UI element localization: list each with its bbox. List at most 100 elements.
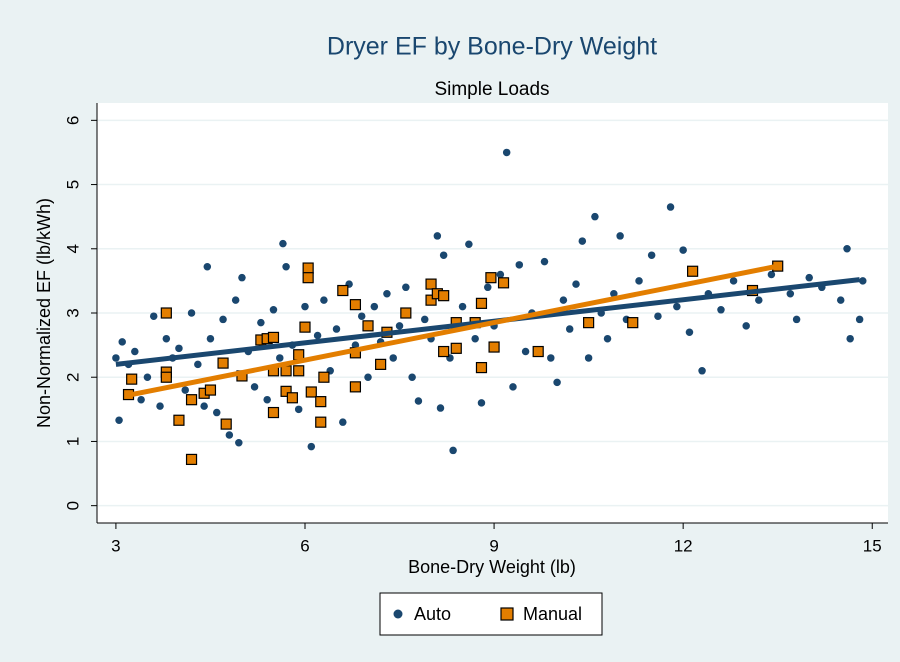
point [433, 232, 442, 240]
point [250, 383, 259, 391]
point [302, 262, 314, 274]
point [156, 402, 164, 410]
x-tick-label: 3 [111, 536, 120, 555]
point [203, 263, 212, 271]
point [565, 325, 574, 333]
point [572, 280, 580, 288]
point [286, 392, 298, 404]
fit-line [128, 263, 779, 398]
y-tick-label: 3 [63, 308, 82, 317]
point [351, 341, 360, 349]
point [578, 237, 587, 245]
point [616, 232, 624, 240]
point [305, 386, 317, 398]
point [315, 396, 327, 408]
point [301, 302, 309, 311]
point [320, 296, 328, 304]
legend-label: Manual [523, 604, 582, 624]
point [475, 297, 488, 309]
x-tick-label: 12 [674, 536, 693, 555]
point [370, 302, 379, 311]
point [846, 334, 854, 343]
point [439, 251, 448, 259]
point [383, 289, 391, 298]
point [238, 273, 246, 282]
point [160, 307, 172, 319]
point [402, 283, 410, 292]
point [465, 240, 473, 249]
legend-marker [393, 609, 403, 619]
point [515, 261, 524, 269]
point [315, 416, 327, 428]
point [349, 299, 362, 311]
point [194, 360, 202, 369]
point [126, 373, 138, 385]
point [547, 354, 555, 362]
point [162, 334, 171, 343]
point [717, 306, 725, 314]
point [521, 347, 530, 356]
y-tick-label: 1 [63, 437, 82, 446]
point [532, 345, 544, 358]
point [318, 371, 330, 383]
point [160, 371, 172, 383]
point [497, 277, 510, 289]
point [112, 354, 120, 362]
point [685, 328, 694, 337]
x-tick-label: 9 [489, 536, 498, 555]
legend-marker [500, 607, 514, 621]
point [673, 302, 681, 311]
point [293, 365, 305, 377]
point [313, 331, 322, 340]
point [115, 416, 123, 424]
point [729, 277, 738, 285]
point [767, 270, 776, 279]
point [173, 414, 185, 426]
point [395, 322, 404, 330]
point [337, 284, 349, 297]
point [279, 239, 287, 248]
point [143, 373, 152, 381]
point [698, 367, 706, 375]
point [149, 312, 158, 320]
point [438, 345, 450, 358]
x-tick-label: 6 [300, 536, 309, 555]
point [477, 399, 486, 407]
point [200, 402, 208, 410]
point [509, 383, 517, 391]
point [206, 334, 215, 343]
point [267, 406, 280, 419]
point [496, 270, 505, 279]
point [225, 431, 234, 439]
point [280, 385, 292, 397]
point [302, 272, 314, 284]
point [187, 309, 196, 317]
point [425, 278, 437, 290]
point [276, 354, 284, 362]
point [181, 386, 189, 394]
point [450, 342, 462, 354]
y-tick-label: 6 [63, 116, 82, 125]
point [591, 212, 599, 221]
point [213, 408, 221, 417]
point [420, 315, 429, 324]
point [836, 296, 845, 304]
point [553, 378, 561, 387]
point [583, 317, 595, 329]
y-axis-label: Non-Normalized EF (lb/kWh) [34, 198, 54, 428]
y-tick-label: 0 [63, 501, 82, 510]
legend-label: Auto [414, 604, 451, 624]
point [375, 358, 387, 370]
point [235, 438, 243, 447]
point [635, 277, 643, 285]
point [185, 394, 198, 406]
y-tick-label: 4 [63, 244, 82, 253]
point [131, 347, 139, 356]
point [654, 312, 662, 320]
point [217, 357, 229, 369]
point [299, 321, 311, 333]
point [219, 315, 227, 324]
point [584, 354, 593, 362]
legend [379, 592, 603, 636]
